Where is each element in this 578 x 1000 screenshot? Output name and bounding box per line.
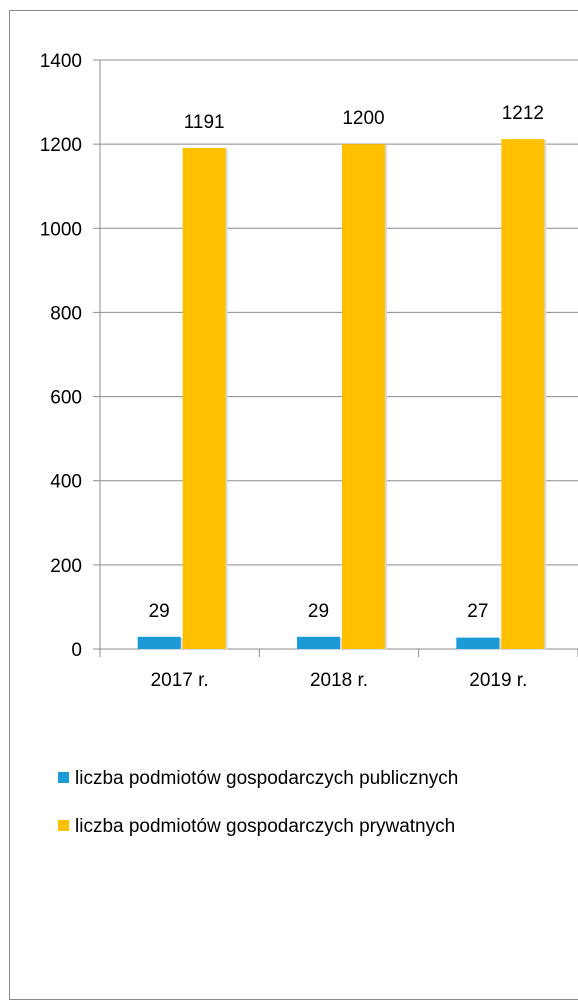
gridlines — [100, 59, 578, 566]
x-tick-label: 2017 r. — [151, 670, 209, 691]
bar-public — [297, 636, 340, 649]
chart-frame — [9, 10, 578, 1000]
bar-public — [137, 636, 181, 649]
labels: 0 200 400 600 800 1000 1200 1400 29 1191 2017 r. 29… — [40, 51, 544, 691]
legend-swatch-public — [58, 772, 69, 783]
data-label: 1212 — [502, 103, 544, 124]
y-tick-label: 600 — [50, 388, 82, 409]
y-tick-label: 800 — [50, 303, 82, 324]
bar-private — [501, 139, 545, 649]
y-tick-label: 1000 — [40, 219, 82, 240]
legend-item-public: liczba podmiotów gospodarczych publiczny… — [58, 768, 458, 790]
data-label: 1200 — [342, 108, 384, 129]
legend-swatch-private — [58, 820, 69, 831]
bar-private — [342, 144, 385, 649]
data-label: 1191 — [184, 112, 225, 133]
data-label: 29 — [149, 601, 170, 622]
bars — [137, 139, 547, 650]
legend-label-private: liczba podmiotów gospodarczych prywatnyc… — [75, 816, 456, 837]
x-tick-label: 2019 r. — [469, 670, 527, 691]
legend-item-private: liczba podmiotów gospodarczych prywatnyc… — [58, 816, 455, 838]
x-tick-label: 2018 r. — [310, 670, 368, 691]
y-tick-label: 1400 — [40, 51, 82, 72]
bar-public — [456, 637, 500, 649]
y-tick-label: 400 — [50, 472, 82, 493]
y-tick-label: 1200 — [40, 135, 82, 156]
y-tick-label: 0 — [71, 640, 82, 661]
data-label: 29 — [308, 601, 329, 622]
bar-private — [182, 147, 226, 649]
legend-label-public: liczba podmiotów gospodarczych publiczny… — [75, 768, 459, 789]
y-tick-label: 200 — [50, 556, 82, 577]
data-label: 27 — [467, 601, 488, 622]
